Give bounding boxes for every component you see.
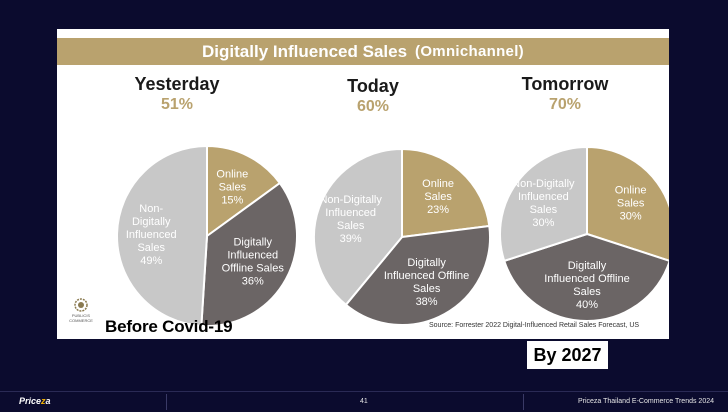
pie-2-slice-3 [313, 147, 403, 307]
pie-charts: Online Sales 15% Digitally Influenced Offline… [116, 144, 669, 327]
pie-2-slice-1 [401, 147, 491, 239]
pie-3-headline: 70% [548, 96, 582, 113]
pie-2-slice-3-label: Non-Digitally Influenced Sales 39% [319, 194, 382, 245]
pie-2-slice-2 [344, 224, 491, 326]
pie-3-slice-3 [499, 145, 588, 263]
pie-2-title: Today [347, 76, 399, 96]
by-2027-label: By 2027 [527, 341, 608, 369]
pie-3-slice-3-label: Non-Digitally Influenced Sales 30% [512, 178, 575, 229]
logo-text-2: COMMERCE [69, 318, 93, 323]
pie-3-header: Tomorrow 70% [505, 74, 625, 114]
before-covid-label: Before Covid-19 [105, 317, 233, 336]
pie-1-slice-2 [200, 181, 298, 327]
pie-1-title: Yesterday [134, 74, 220, 94]
logo-text-1: PUBLICIS [71, 313, 91, 318]
pie-1-slice-1-label: Online Sales 15% [216, 168, 248, 206]
pie-1-slice-3-label: Non-Digitally Influenced Sales 49% [126, 203, 177, 267]
lion-icon [74, 298, 88, 312]
pie-2-slice-1-label: Online Sales 23% [422, 178, 454, 216]
pie-1: Online Sales 15% Digitally Influenced Offline… [116, 144, 298, 327]
pie-3-title: Tomorrow [521, 74, 609, 94]
pie-2-headline: 60% [356, 98, 390, 115]
source-note: Source: Forrester 2022 Digital-Influence… [429, 322, 640, 329]
pie-1-slice-3 [116, 144, 208, 327]
pie-3: Online Sales 30% Digitally Influenced Offlin… [499, 145, 669, 322]
pie-3-slice-1 [586, 145, 669, 262]
footer-divider [523, 394, 524, 410]
slide: Digitally Influenced Sales (Omnichannel)… [57, 29, 669, 339]
pie-3-slice-2-label: Digitally Influenced Offline Sales 40% [544, 260, 629, 311]
pie-1-slice-2-label: Digitally Influenced Offline Sales 36% [222, 237, 285, 288]
priceza-logo: Priceza [19, 396, 51, 406]
page-number: 41 [360, 398, 368, 405]
pie-2-slice-2-label: Digitally Influenced Offline Sales 38% [384, 257, 469, 308]
pie-2-header: Today 60% [313, 76, 433, 116]
pie-3-slice-1-label: Online Sales 30% [615, 184, 647, 222]
footer-divider [166, 394, 167, 410]
footer: Priceza 41 Priceza Thailand E-Commerce T… [0, 391, 728, 412]
pie-1-header: Yesterday 51% [117, 74, 237, 114]
publication-title: Priceza Thailand E-Commerce Trends 2024 [577, 398, 714, 405]
pie-1-slice-1 [206, 144, 282, 238]
slide-title-bar: Digitally Influenced Sales (Omnichannel) [57, 38, 669, 65]
pie-1-headline: 51% [160, 96, 194, 113]
slide-title: Digitally Influenced Sales [202, 41, 408, 61]
pie-2: Online Sales 23% Digitally Influenced Offlin… [313, 147, 491, 326]
pie-3-slice-2 [502, 232, 669, 322]
publicis-logo: PUBLICIS COMMERCE [63, 297, 99, 337]
slide-subtitle: (Omnichannel) [415, 43, 524, 60]
